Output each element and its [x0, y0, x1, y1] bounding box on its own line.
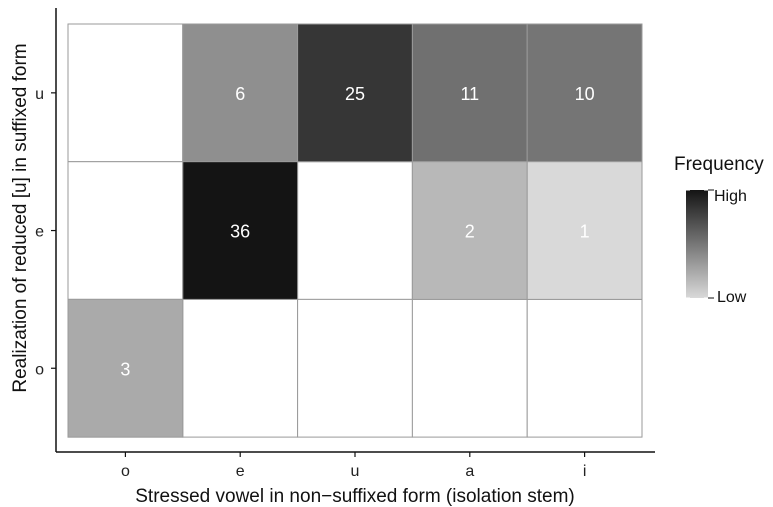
- x-tick-label: a: [465, 463, 474, 480]
- legend: Frequency High Low: [674, 154, 764, 306]
- heatmap-cell-i-e: [526, 161, 643, 300]
- legend-ticks: [686, 189, 714, 299]
- x-tick-label: i: [583, 463, 587, 480]
- x-tick-label: e: [236, 463, 245, 480]
- cell-value-label: 36: [230, 222, 250, 242]
- heatmap-cell-u-u: [297, 23, 413, 163]
- cell-value-label: 2: [465, 222, 475, 242]
- legend-color-bar: [686, 190, 708, 298]
- y-tick-label: u: [35, 86, 44, 103]
- heatmap-cell-o-o: [67, 298, 184, 438]
- legend-high-label: High: [714, 188, 747, 205]
- y-tick-label: o: [35, 361, 44, 378]
- legend-low-label: Low: [717, 289, 747, 306]
- cell-value-label: 25: [345, 84, 365, 104]
- grid-tile: [526, 298, 643, 438]
- cell-value-label: 1: [580, 222, 590, 242]
- y-axis-ticks: o e u: [35, 86, 56, 378]
- grid-tile: [67, 161, 184, 300]
- grid-tile: [297, 298, 413, 438]
- heatmap-cell-i-u: [526, 23, 643, 163]
- grid-tile: [297, 161, 413, 300]
- cell-value-label: 3: [120, 359, 130, 379]
- heatmap-cell-e-u: [182, 23, 299, 163]
- y-axis-title: Realization of reduced [u] in suffixed f…: [10, 43, 31, 392]
- x-axis-title: Stressed vowel in non−suffixed form (iso…: [135, 486, 575, 507]
- grid-tile: [411, 298, 528, 438]
- heatmap-cells: [67, 23, 643, 438]
- cell-value-label: 11: [460, 84, 479, 104]
- y-tick-label: e: [35, 224, 44, 241]
- x-tick-label: u: [351, 463, 360, 480]
- heatmap-cell-a-u: [411, 23, 528, 163]
- heatmap-cell-a-e: [411, 161, 528, 300]
- cell-value-label: 10: [575, 84, 595, 104]
- heatmap-cell-e-e: [182, 161, 299, 300]
- x-tick-label: o: [121, 463, 130, 480]
- grid-tile: [67, 23, 184, 163]
- legend-title: Frequency: [674, 154, 764, 175]
- grid-tile: [182, 298, 299, 438]
- cell-value-label: 6: [235, 84, 245, 104]
- cell-value-labels: 6 25 11 10 36 2 1 3: [120, 84, 594, 379]
